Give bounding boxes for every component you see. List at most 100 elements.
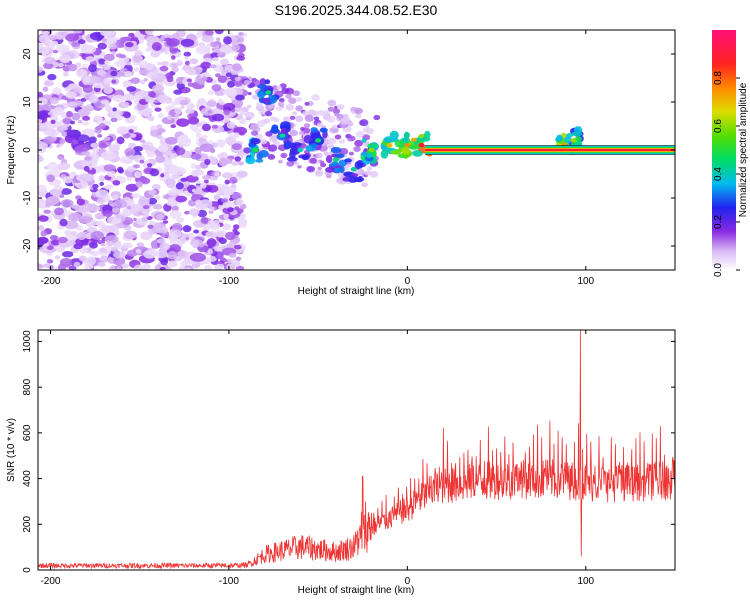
noise-cell xyxy=(203,179,209,184)
noise-cell xyxy=(289,129,298,137)
noise-cell xyxy=(150,125,157,131)
noise-cell xyxy=(297,165,302,169)
noise-cell xyxy=(82,121,90,126)
snr-panel: -200 -100 0 100 0 200 400 600 800 1000 Height of… xyxy=(6,329,676,596)
noise-cell xyxy=(104,60,111,65)
noise-cell xyxy=(245,111,255,120)
noise-cell xyxy=(141,210,148,215)
colorbar-gradient xyxy=(712,30,736,270)
noise-cell xyxy=(155,195,161,200)
noise-cell xyxy=(131,95,138,101)
noise-cell xyxy=(120,67,128,72)
noise-cell xyxy=(145,167,152,172)
noise-cell xyxy=(86,203,98,212)
noise-cell xyxy=(207,90,214,95)
noise-cell xyxy=(180,238,187,244)
noise-cell xyxy=(48,35,58,41)
noise-cell xyxy=(131,54,143,64)
noise-cell xyxy=(250,123,260,131)
noise-cell xyxy=(139,139,146,143)
signal-peak xyxy=(386,143,393,148)
noise-cell xyxy=(60,188,72,195)
noise-cell xyxy=(155,155,166,164)
noise-cell xyxy=(71,139,79,145)
noise-cell xyxy=(65,33,80,42)
noise-cell xyxy=(243,79,251,86)
snr-y-ticks: 0 200 400 600 800 1000 xyxy=(22,330,675,573)
noise-cell xyxy=(234,156,242,162)
noise-cell xyxy=(229,176,238,184)
noise-cell xyxy=(100,99,110,105)
noise-cell xyxy=(223,36,232,45)
noise-cell xyxy=(152,203,163,210)
noise-cell xyxy=(85,56,96,63)
noise-cell xyxy=(70,230,78,236)
noise-cell xyxy=(93,82,104,89)
noise-cell xyxy=(43,209,51,214)
noise-cell xyxy=(334,134,342,140)
noise-cell xyxy=(43,136,55,145)
noise-cell xyxy=(143,77,148,82)
signal-peak xyxy=(333,157,339,162)
noise-cell xyxy=(46,259,54,264)
noise-cell xyxy=(152,184,161,190)
noise-cell xyxy=(100,30,115,37)
noise-cell xyxy=(231,143,242,151)
noise-cell xyxy=(38,34,52,44)
x-tick-label: -200 xyxy=(40,576,60,587)
noise-cell xyxy=(43,128,57,136)
colorbar-tick-label: 0.6 xyxy=(713,119,724,133)
noise-cell xyxy=(163,159,173,166)
noise-cell xyxy=(88,94,99,104)
noise-cell xyxy=(373,114,381,121)
noise-cell xyxy=(64,86,72,92)
noise-cell xyxy=(145,47,152,52)
noise-cell xyxy=(228,252,237,258)
noise-cell xyxy=(100,242,106,247)
noise-cell xyxy=(71,112,81,121)
noise-cell xyxy=(129,115,137,119)
noise-cell xyxy=(179,99,189,106)
snr-frame xyxy=(37,329,676,571)
noise-cell xyxy=(57,156,64,160)
noise-cell xyxy=(112,207,120,213)
noise-cell xyxy=(159,266,166,270)
noise-cell xyxy=(46,195,60,205)
noise-cell xyxy=(78,255,87,262)
noise-cell xyxy=(143,110,151,118)
noise-cell xyxy=(317,166,323,171)
noise-cell xyxy=(340,117,350,125)
noise-cell xyxy=(294,161,300,166)
noise-cell xyxy=(103,155,109,161)
noise-cell xyxy=(120,263,129,269)
noise-cell xyxy=(228,242,237,247)
noise-cell xyxy=(172,222,183,231)
noise-cell xyxy=(285,93,292,99)
noise-cell xyxy=(197,97,207,107)
y-tick-label: -10 xyxy=(22,190,33,205)
noise-cell xyxy=(200,61,212,69)
noise-cell xyxy=(361,182,369,188)
noise-cell xyxy=(289,115,296,120)
noise-cell xyxy=(275,106,283,112)
noise-cell xyxy=(227,207,234,213)
noise-cell xyxy=(226,121,236,129)
noise-cell xyxy=(200,107,214,116)
noise-cell xyxy=(218,237,227,245)
signal-cell xyxy=(258,150,269,158)
noise-cell xyxy=(277,101,285,107)
noise-cell xyxy=(196,30,203,35)
noise-cell xyxy=(38,66,43,73)
noise-cell xyxy=(190,153,202,160)
signal-cell xyxy=(333,167,342,173)
noise-cell xyxy=(170,124,176,129)
noise-cell xyxy=(133,264,144,270)
signal-cell xyxy=(284,140,292,150)
signal-cell xyxy=(271,124,279,131)
noise-cell xyxy=(285,104,295,111)
noise-cell xyxy=(212,113,225,122)
noise-cell xyxy=(75,68,88,78)
noise-cell xyxy=(314,152,323,159)
noise-cell xyxy=(286,160,295,167)
